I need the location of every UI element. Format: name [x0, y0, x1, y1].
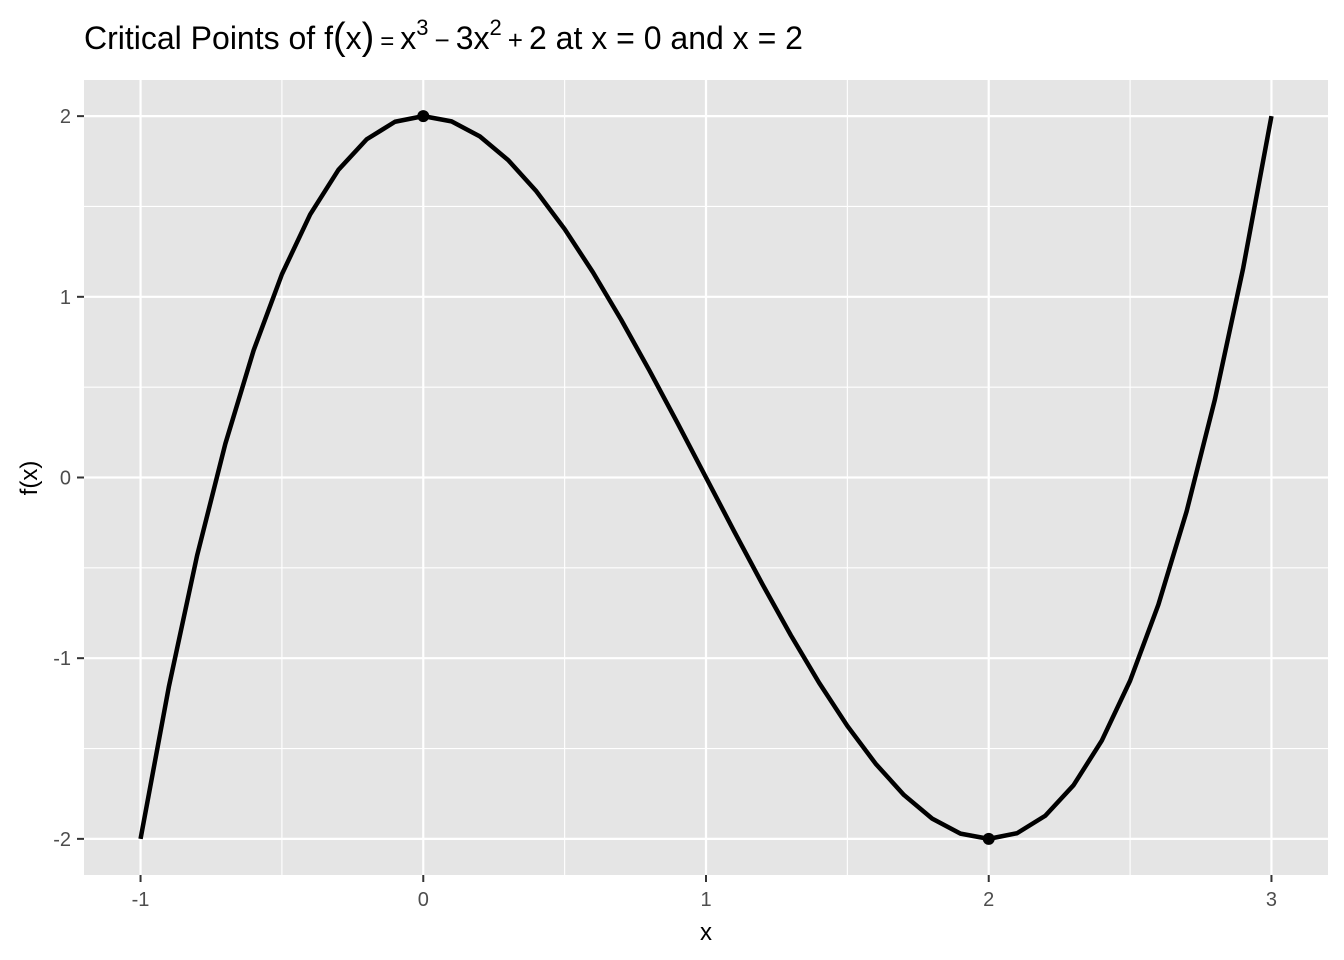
x-axis-title: x	[700, 919, 712, 946]
title-x1: x	[400, 20, 416, 56]
critical-points	[417, 110, 995, 845]
y-tick-label: -1	[53, 648, 71, 670]
y-tick-label: 1	[60, 287, 71, 309]
y-tick-label: 0	[60, 468, 71, 490]
critical-point	[982, 832, 995, 845]
title-exp1: 3	[416, 15, 428, 40]
x-tick-label: 1	[700, 889, 711, 911]
title-exp2: 2	[490, 15, 502, 40]
title-plus: +	[508, 25, 523, 55]
title-rest: 2 at x = 0 and x = 2	[529, 20, 803, 56]
title-minus: −	[435, 25, 450, 55]
title-close-paren: )	[362, 16, 375, 58]
title-lead: Critical Points of f	[84, 20, 333, 56]
series	[138, 113, 1274, 842]
critical-point	[417, 110, 430, 123]
y-axis-title: f(x)	[16, 461, 43, 496]
title-eq: =	[380, 28, 394, 55]
axes: -1 0 1 2 3 -2 -1 0 1 2	[53, 106, 1277, 911]
title-arg: x	[346, 20, 362, 56]
y-tick-label: -2	[53, 829, 71, 851]
series-line	[138, 113, 1274, 842]
x-tick-label: -1	[132, 889, 150, 911]
title-open-paren: (	[333, 16, 346, 58]
x-tick-label: 2	[983, 889, 994, 911]
x-tick-label: 0	[418, 889, 429, 911]
title-coef: 3x	[456, 20, 490, 56]
chart-title: Critical Points of f(x) = x3−3x2 +2 at x = …	[84, 15, 803, 58]
x-tick-label: 3	[1266, 889, 1277, 911]
y-tick-label: 2	[60, 106, 71, 128]
